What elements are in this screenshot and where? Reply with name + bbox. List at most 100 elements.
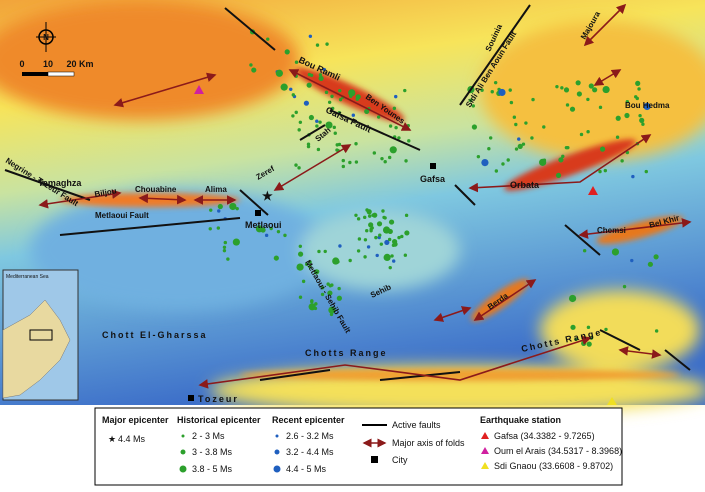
epicenter <box>367 214 372 218</box>
epicenter <box>209 208 213 212</box>
epicenter <box>266 37 270 41</box>
epicenter <box>514 147 519 151</box>
svg-text:★: ★ <box>108 434 116 444</box>
epicenter <box>320 286 325 290</box>
epicenter <box>255 225 264 233</box>
epicenter <box>297 166 301 170</box>
legend-item: Active faults <box>392 420 441 430</box>
epicenter <box>394 125 398 130</box>
epicenter <box>575 80 581 86</box>
epicenter <box>404 213 409 218</box>
epicenter <box>569 106 576 112</box>
legend-item: 3 - 3.8 Ms <box>192 447 233 457</box>
epicenter <box>476 154 481 159</box>
fold-axes <box>38 3 692 389</box>
epicenter <box>639 117 645 123</box>
epicenter <box>336 295 342 301</box>
epicenter <box>387 228 393 235</box>
place-label: Orbata <box>510 180 540 190</box>
epicenter <box>599 146 606 152</box>
north-arrow: N <box>36 22 56 52</box>
epicenter <box>370 226 374 230</box>
epicenter <box>555 172 562 179</box>
epicenter <box>217 209 221 213</box>
epicenter <box>330 94 334 99</box>
epicenter <box>301 279 306 284</box>
epicenter <box>324 90 329 95</box>
place-label: Chouabine <box>135 185 177 194</box>
epicenter <box>229 202 237 211</box>
epicenter <box>366 209 372 215</box>
epicenter <box>582 249 587 253</box>
epicenter <box>481 158 489 167</box>
legend-item: 3.2 - 4.4 Ms <box>286 447 334 457</box>
epicenter <box>392 241 398 247</box>
epicenter <box>521 142 526 146</box>
epicenter <box>560 86 564 90</box>
epicenter <box>356 249 361 253</box>
epicenter <box>294 110 298 115</box>
epicenter <box>603 168 608 173</box>
place-label: Tozeur <box>198 394 239 404</box>
epicenter <box>384 239 390 246</box>
place-label: Tamaghza <box>38 178 82 188</box>
epicenter <box>400 234 404 239</box>
epicenter <box>555 84 559 89</box>
epicenter <box>494 169 499 173</box>
epicenter <box>357 237 362 241</box>
epicenter <box>388 219 395 225</box>
legend-item: 3.8 - 5 Ms <box>192 464 233 474</box>
epicenter <box>392 259 396 263</box>
epicenter <box>530 136 534 140</box>
epicenter <box>363 255 367 259</box>
epicenter <box>333 131 337 135</box>
epicenter <box>291 114 295 118</box>
epicenter <box>308 114 315 121</box>
epicenter <box>598 169 602 174</box>
place-label: Metlaoui <box>245 220 282 230</box>
epicenter <box>403 253 408 257</box>
epicenter <box>222 245 227 249</box>
epicenter <box>406 123 410 128</box>
epicenter <box>337 286 341 291</box>
epicenter <box>487 147 491 151</box>
epicenter <box>501 162 505 166</box>
epicenter <box>308 34 313 38</box>
epicenter <box>355 94 361 100</box>
epicenter <box>376 115 381 119</box>
legend-item: 2 - 3 Ms <box>192 431 225 441</box>
epicenter <box>363 215 367 220</box>
epicenter <box>232 238 240 246</box>
legend-title: Historical epicenter <box>177 415 261 425</box>
epicenter <box>320 292 325 297</box>
epicenter <box>249 63 253 67</box>
scale-label: 10 <box>43 59 53 69</box>
epicenter <box>586 130 590 134</box>
inset-label: Mediterranean Sea <box>6 274 49 280</box>
epicenter <box>512 115 517 119</box>
epicenter <box>498 88 506 97</box>
epicenter <box>315 269 320 274</box>
epicenter <box>307 72 312 77</box>
epicenter <box>635 80 641 86</box>
epicenter <box>280 83 288 91</box>
epicenter <box>369 229 373 233</box>
epicenter <box>298 120 303 124</box>
epicenter <box>294 163 298 167</box>
legend-item: Gafsa (34.3382 - 9.7265) <box>494 431 595 441</box>
epicenter <box>226 257 230 261</box>
epicenter <box>387 237 392 242</box>
epicenter <box>315 119 319 123</box>
epicenter <box>625 99 630 104</box>
epicenter <box>326 282 330 286</box>
epicenter <box>297 128 301 132</box>
epicenter <box>323 249 327 254</box>
epicenter <box>381 209 385 213</box>
epicenter <box>570 324 576 330</box>
epicenter <box>517 137 521 141</box>
epicenter <box>508 88 512 92</box>
legend-title: Recent epicenter <box>272 415 345 425</box>
epicenter <box>404 230 410 236</box>
epicenter <box>275 69 283 77</box>
